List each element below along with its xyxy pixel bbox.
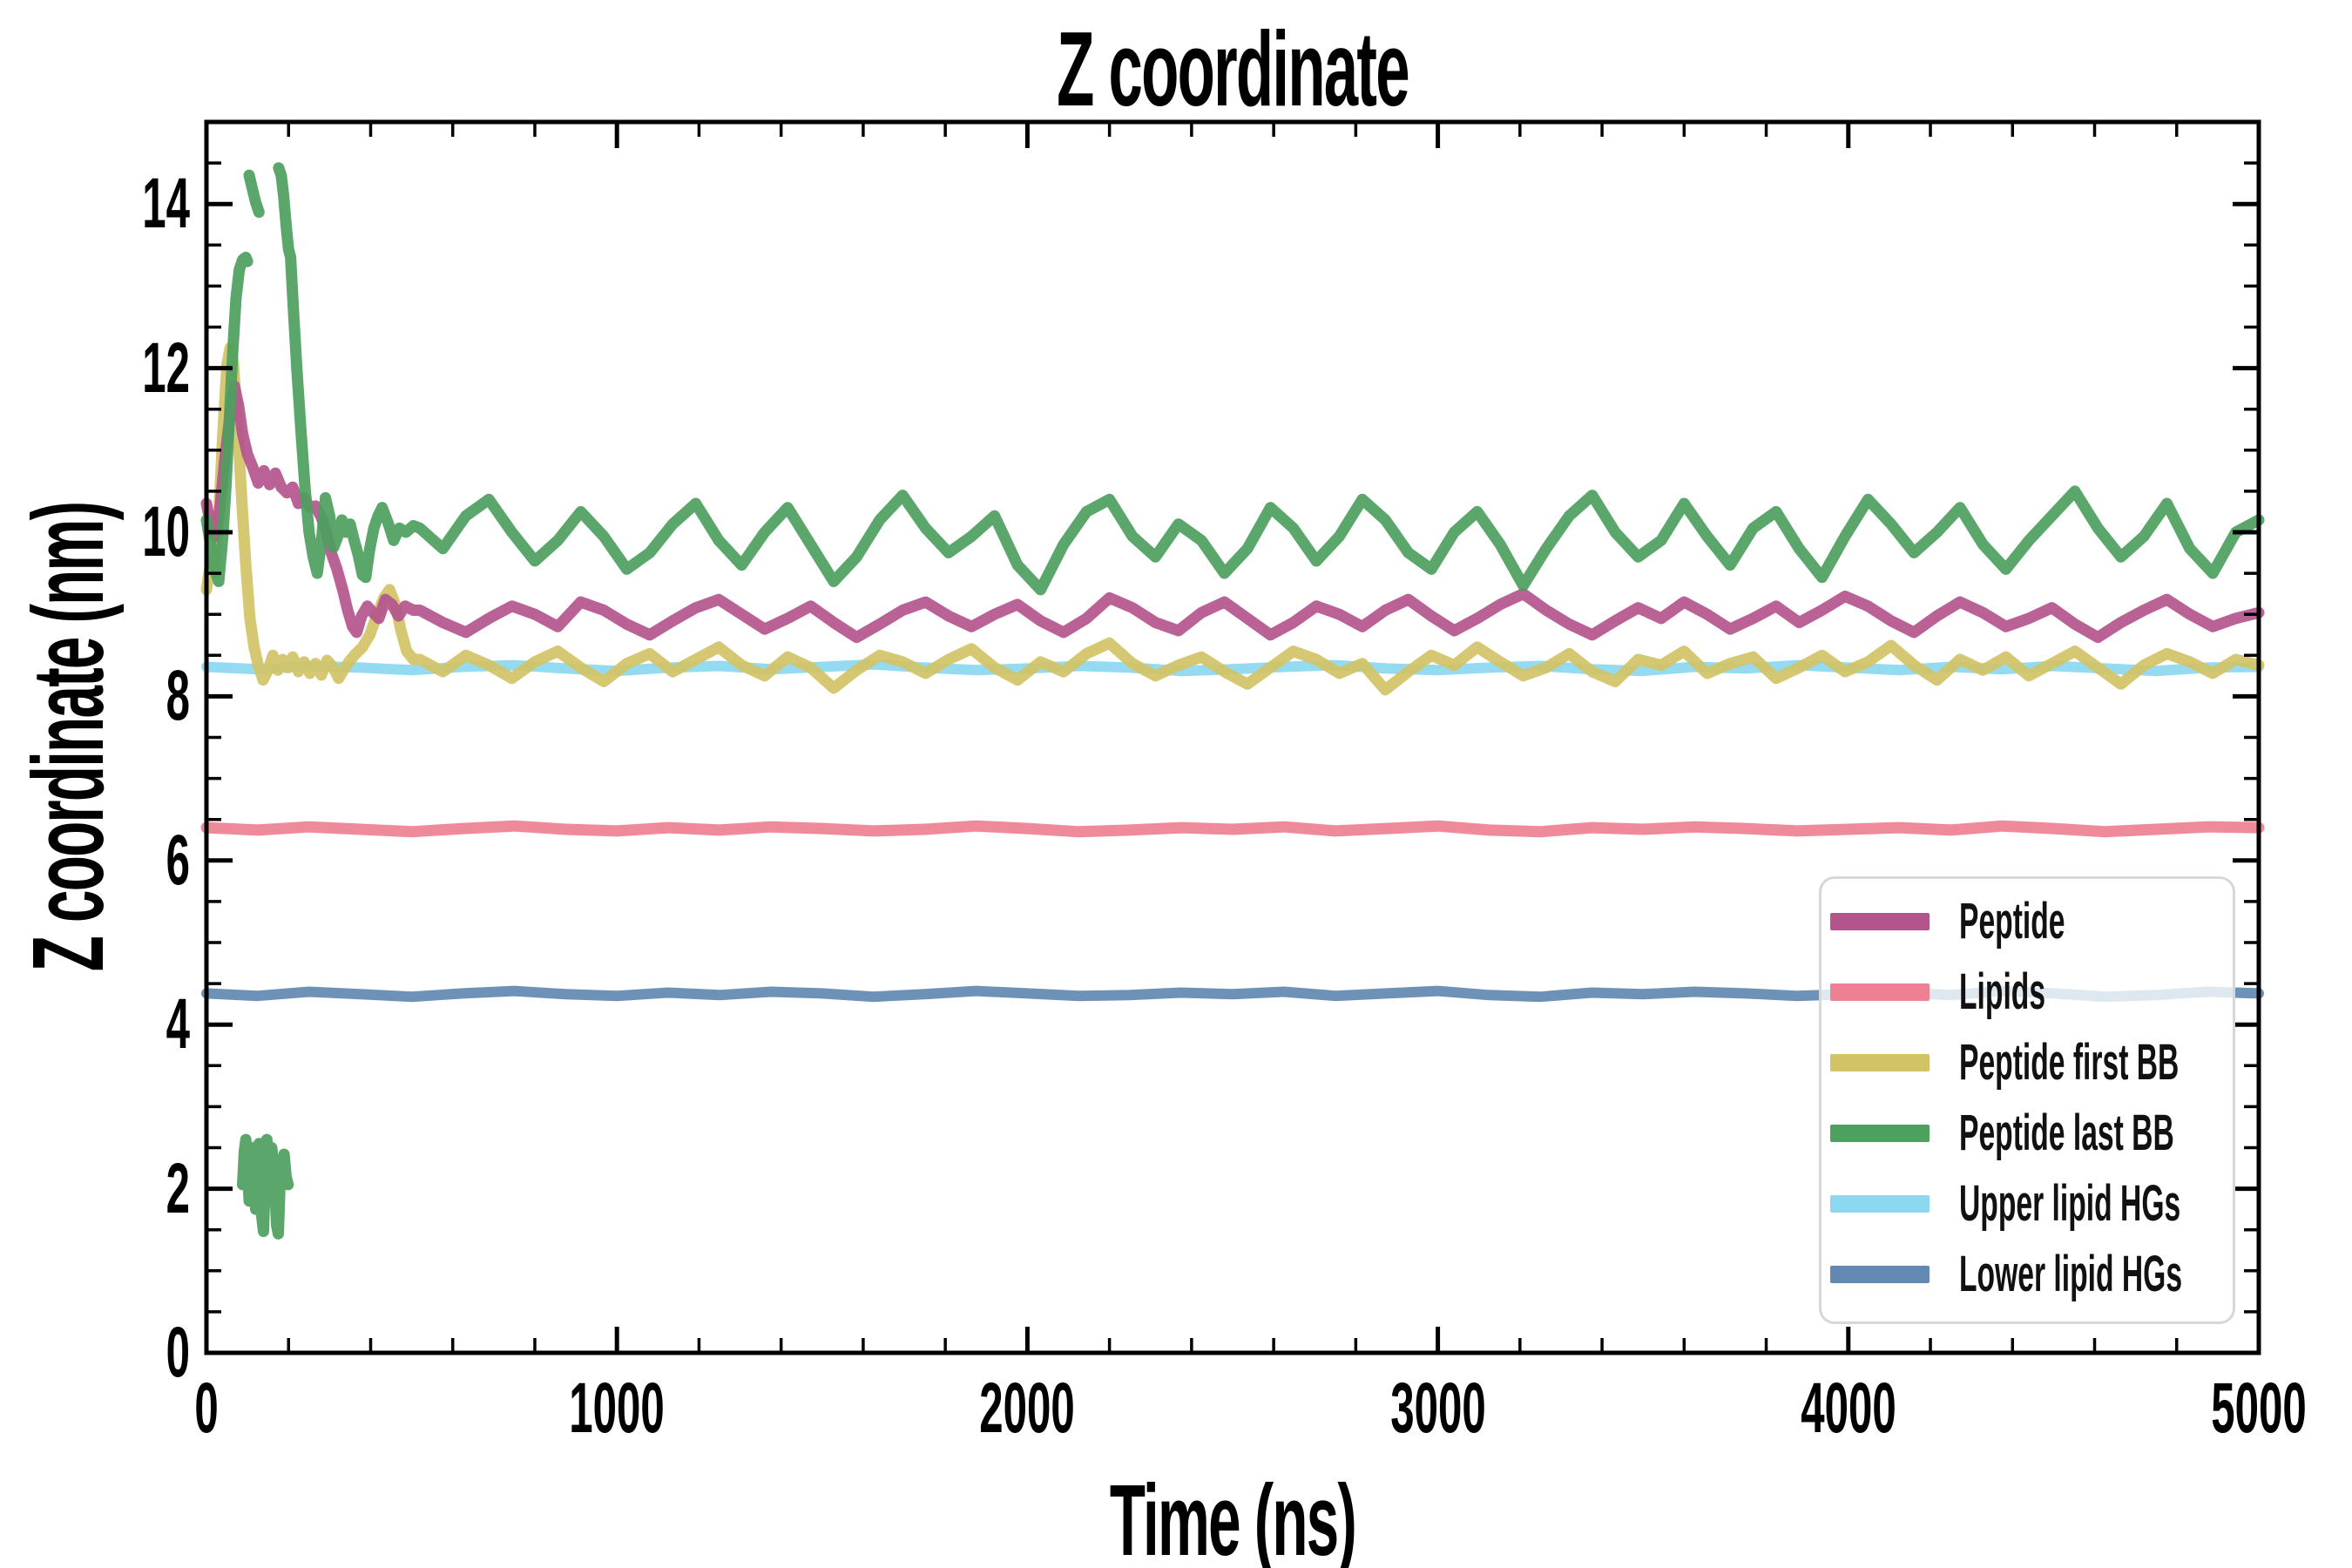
legend-swatch-icon (1830, 1194, 1930, 1213)
legend-label: Peptide first BB (1959, 1034, 2180, 1091)
series-line-lipids (200, 820, 2265, 838)
series-line-peptide-last-bb (237, 1133, 294, 1240)
y-tick-label: 6 (166, 820, 190, 900)
legend-label: Peptide (1959, 893, 2065, 950)
x-tick-label: 4000 (1801, 1369, 1896, 1448)
legend-swatch-icon (1830, 1265, 1930, 1283)
y-axis-label: Z coordinate (nm) (11, 502, 125, 972)
legend-swatch-icon (1830, 1124, 1930, 1142)
legend-swatch-icon (1830, 912, 1930, 930)
legend-item: Peptide (1821, 886, 2233, 956)
chart-title: Z coordinate (1057, 10, 1409, 128)
y-tick-label: 2 (166, 1148, 190, 1228)
y-tick-label: 4 (166, 984, 190, 1064)
plot-spines (204, 119, 2261, 1355)
legend-label: Lipids (1959, 963, 2046, 1020)
series-line-peptide-last-bb (243, 169, 265, 219)
y-tick-label: 10 (142, 492, 190, 571)
legend: Peptide Lipids Peptide first BB Peptide las… (1819, 876, 2235, 1324)
series-line-peptide-first-bb (200, 341, 2265, 696)
y-tick-label: 0 (166, 1313, 190, 1392)
x-tick-label: 0 (194, 1369, 219, 1448)
x-tick-label: 2000 (979, 1369, 1076, 1448)
x-tick-label: 1000 (569, 1369, 665, 1448)
legend-label: Upper lipid HGs (1959, 1175, 2181, 1232)
legend-label: Lower lipid HGs (1959, 1246, 2183, 1302)
x-tick-label: 5000 (2211, 1369, 2307, 1448)
legend-label: Peptide last BB (1959, 1105, 2174, 1161)
legend-swatch-icon (1830, 983, 1930, 1001)
series-line-peptide-last-bb (273, 162, 2265, 596)
y-tick-label: 14 (142, 164, 190, 244)
x-tick-label: 3000 (1389, 1369, 1486, 1448)
y-tick-label: 12 (142, 328, 190, 408)
legend-item: Lower lipid HGs (1821, 1239, 2233, 1309)
legend-item: Upper lipid HGs (1821, 1168, 2233, 1239)
legend-item: Lipids (1821, 956, 2233, 1027)
legend-swatch-icon (1830, 1053, 1930, 1071)
x-axis-label: Time (ns) (1109, 1463, 1357, 1568)
y-tick-label: 8 (166, 656, 190, 736)
series-line-peptide-last-bb (200, 251, 253, 587)
legend-item: Peptide last BB (1821, 1098, 2233, 1168)
legend-item: Peptide first BB (1821, 1027, 2233, 1098)
